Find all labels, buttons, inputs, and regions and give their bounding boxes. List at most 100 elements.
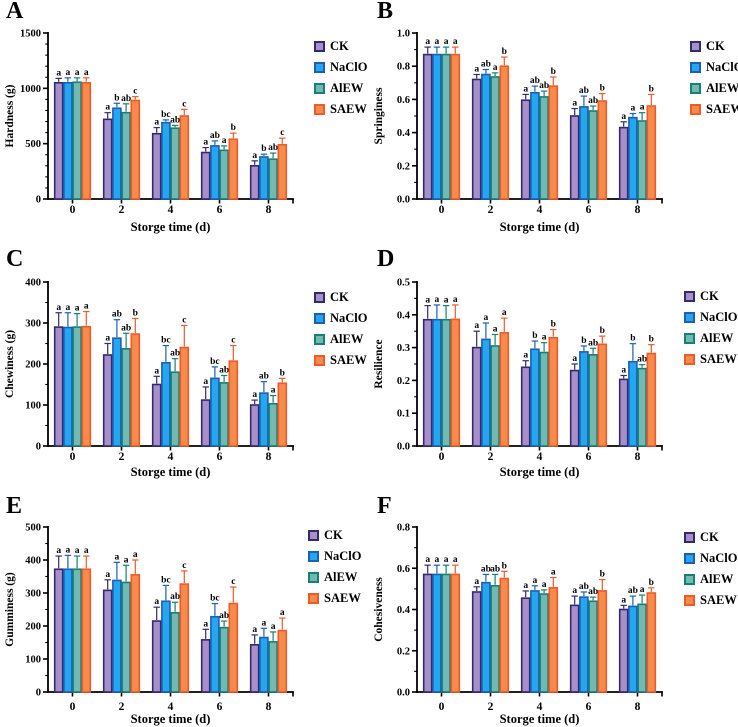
bar-CK (618, 378, 629, 447)
legend-panel-b: CK NaClO AlEW SAEW (690, 36, 738, 120)
sig-letter: bc (210, 357, 220, 367)
bar-CK (200, 151, 211, 200)
legend-item-AlEW: AlEW (314, 78, 368, 99)
sig-letter: b (581, 336, 586, 346)
legend-label-AlEW: AlEW (330, 332, 364, 346)
bar-NaClO (579, 596, 589, 693)
bar-CK (618, 608, 629, 693)
y-tick-label: 200 (25, 360, 41, 371)
sig-letter: ab (219, 365, 229, 375)
bar-SAEW (450, 573, 461, 693)
sig-letter: a (75, 304, 80, 314)
sig-letter: a (572, 354, 577, 364)
bar-NaClO (579, 351, 589, 447)
x-tick-label: 6 (217, 701, 223, 713)
bar-CK (520, 597, 531, 693)
legend-item-SAEW: SAEW (314, 99, 368, 120)
sig-letter: ab (588, 96, 598, 106)
y-tick-label: 0.2 (397, 161, 410, 172)
legend-panel-f: CK NaClO AlEW SAEW (684, 527, 738, 611)
legend-label-NaClO: NaClO (330, 311, 368, 325)
bar-AlEW (219, 149, 229, 200)
x-axis-title: Storge time (d) (500, 220, 580, 234)
sig-letter: a (435, 37, 440, 47)
x-axis-title: Storge time (d) (500, 712, 580, 726)
legend-swatch-CK (314, 292, 325, 303)
panel-label-e: E (6, 493, 23, 519)
sig-letter: b (551, 67, 556, 77)
legend-panel-c: CK NaClO AlEW SAEW (314, 287, 368, 371)
legend-item-NaClO: NaClO (690, 57, 738, 78)
sig-letter: c (280, 128, 284, 138)
sig-letter: b (231, 123, 236, 133)
panel-d-resilience: 0.0 0.1 0.2 0.3 0.4 0.5 Resilience 0 a a a a 2 a a a a 4 a… (369, 242, 738, 485)
x-tick-label: 0 (439, 451, 445, 463)
sig-letter: a (425, 296, 430, 306)
bar-NaClO (210, 377, 220, 447)
sig-letter: a (621, 595, 626, 605)
bar-NaClO (259, 156, 269, 200)
bar-SAEW (597, 590, 608, 693)
y-tick-label: 0.4 (397, 310, 411, 321)
sig-letter: b (630, 334, 635, 344)
x-tick-label: 8 (635, 451, 641, 463)
sig-letter: a (542, 333, 547, 343)
legend-item-SAEW: SAEW (314, 350, 368, 371)
legend-item-NaClO: NaClO (308, 546, 362, 567)
bar-SAEW (646, 105, 657, 200)
legend-swatch-SAEW (314, 104, 325, 115)
bar-CK (422, 53, 433, 200)
legend-label-AlEW: AlEW (706, 81, 738, 95)
sig-letter: b (502, 561, 507, 571)
legend-label-CK: CK (700, 289, 719, 303)
bar-AlEW (490, 584, 500, 693)
bar-SAEW (81, 568, 92, 693)
sig-letter: ab (112, 310, 122, 320)
legend-swatch-CK (314, 41, 325, 52)
sig-letter: bc (161, 336, 171, 346)
sig-letter: ab (539, 81, 549, 91)
bar-SAEW (228, 138, 239, 200)
legend-swatch-AlEW (314, 83, 325, 94)
bar-CK (102, 354, 113, 447)
sig-letter: b (600, 326, 605, 336)
bar-AlEW (268, 641, 278, 693)
bar-SAEW (499, 332, 510, 447)
sig-letter: a (502, 308, 507, 318)
bar-NaClO (481, 73, 491, 200)
sig-letter: a (523, 351, 528, 361)
bar-SAEW (130, 333, 141, 447)
bar-AlEW (268, 158, 278, 200)
bar-SAEW (597, 100, 608, 200)
sig-letter: a (453, 295, 458, 305)
legend-item-CK: CK (314, 287, 368, 308)
sig-letter: ab (121, 323, 131, 333)
y-axis-title: Chewiness (g) (4, 330, 16, 398)
x-axis-title: Storge time (d) (131, 220, 211, 234)
bar-NaClO (481, 581, 491, 693)
y-tick-label: 0.5 (397, 278, 410, 289)
panel-a-hardness: 0 500 1000 1500 Hardness (g) 0 a a a a 2 a b ab c 4 a bc a… (0, 0, 369, 242)
y-tick-label: 1.0 (397, 29, 410, 40)
sig-letter: a (474, 65, 479, 75)
sig-letter: a (56, 546, 61, 556)
bar-NaClO (112, 579, 122, 693)
sig-letter: a (542, 580, 547, 590)
y-tick-label: 200 (25, 622, 41, 633)
panel-c-chewiness: 0 100 200 300 400 Chewiness (g) 0 a a a a 2 a ab ab b 4 a… (0, 242, 369, 485)
bar-NaClO (628, 360, 638, 447)
bar-SAEW (548, 587, 559, 693)
bar-NaClO (481, 338, 491, 447)
sig-letter: bc (161, 575, 171, 585)
x-tick-label: 2 (488, 451, 494, 463)
sig-letter: c (133, 87, 137, 97)
bar-AlEW (588, 354, 598, 447)
legend-item-SAEW: SAEW (690, 99, 738, 120)
bar-NaClO (530, 590, 540, 693)
legend-panel-d: CK NaClO AlEW SAEW (684, 286, 738, 370)
sig-letter: a (124, 555, 129, 565)
panel-label-c: C (6, 246, 24, 272)
